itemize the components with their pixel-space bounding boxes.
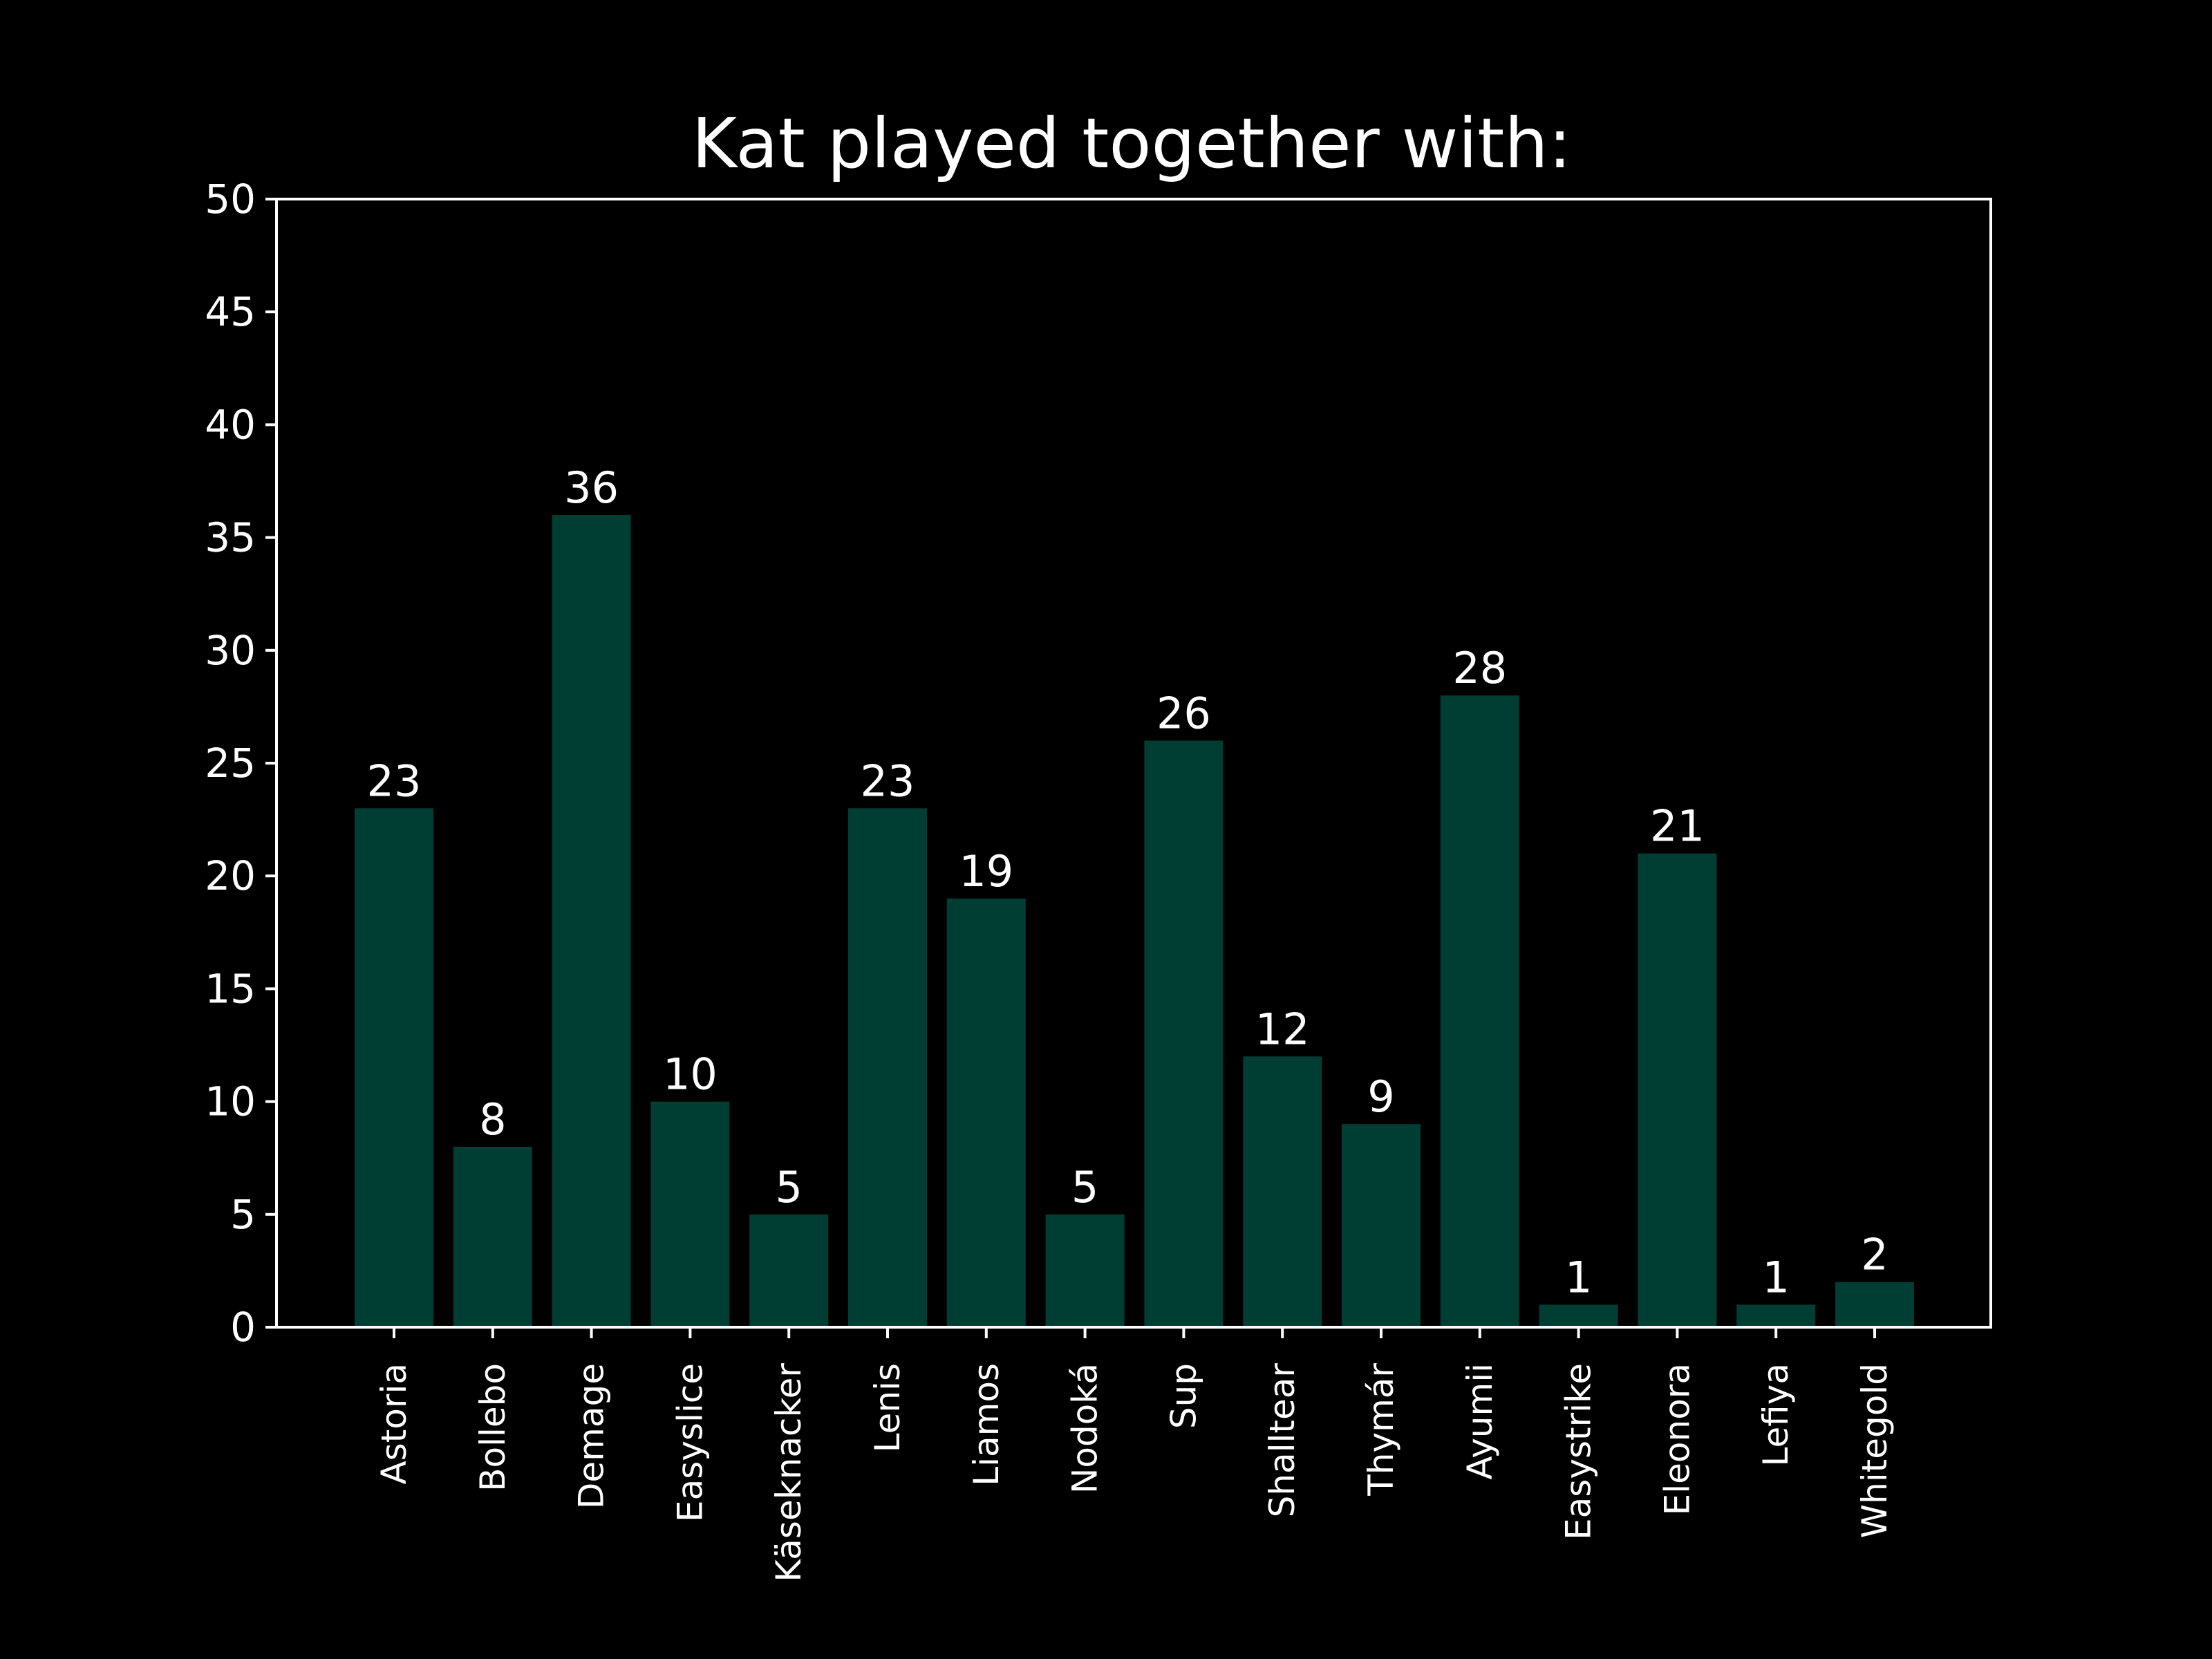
x-tick-label: Sup xyxy=(1163,1363,1203,1429)
bar-käseknacker xyxy=(749,1214,829,1327)
chart-title: Kat played together with: xyxy=(692,103,1572,184)
bar-lenis xyxy=(848,808,927,1327)
bar-eleonora xyxy=(1638,853,1717,1327)
bar-shalltear xyxy=(1243,1056,1322,1327)
x-tick-label: Käseknacker xyxy=(769,1363,809,1582)
data-label: 23 xyxy=(367,756,422,806)
bar-easyslice xyxy=(650,1101,730,1327)
y-tick-label: 15 xyxy=(205,965,256,1012)
y-tick-label: 25 xyxy=(205,740,256,787)
bar-bollebo xyxy=(453,1146,532,1327)
bar-demage xyxy=(552,515,631,1327)
bar-nodoká xyxy=(1045,1214,1125,1327)
bar-liamos xyxy=(946,898,1026,1327)
data-label: 2 xyxy=(1861,1230,1888,1280)
x-tick-label: Thymár xyxy=(1361,1363,1401,1497)
y-tick-label: 10 xyxy=(205,1078,256,1125)
bars-layer xyxy=(355,515,1914,1327)
data-label: 9 xyxy=(1367,1071,1394,1122)
x-tick-label: Bollebo xyxy=(473,1363,513,1492)
axes-frame xyxy=(275,198,1992,1329)
x-tick-label: Eleonora xyxy=(1657,1363,1697,1515)
x-tick-label: Astoria xyxy=(374,1363,414,1485)
x-tick-label: Lefiya xyxy=(1756,1363,1796,1466)
bar-easystrike xyxy=(1539,1304,1618,1327)
data-label: 23 xyxy=(861,756,915,806)
data-label: 8 xyxy=(479,1094,506,1145)
x-tick-label: Liamos xyxy=(966,1363,1006,1486)
bar-ayumii xyxy=(1440,695,1519,1327)
y-tick-label: 45 xyxy=(205,288,256,335)
y-tick-label: 40 xyxy=(205,401,256,448)
bar-sup xyxy=(1144,740,1224,1327)
x-tick-label: Shalltear xyxy=(1262,1363,1302,1518)
data-label: 36 xyxy=(564,462,619,513)
data-label: 1 xyxy=(1565,1252,1592,1302)
data-label: 21 xyxy=(1650,801,1705,852)
x-tick-label: Whitegold xyxy=(1855,1363,1895,1538)
data-label: 5 xyxy=(775,1162,802,1212)
bar-astoria xyxy=(355,808,433,1327)
data-label: 28 xyxy=(1452,643,1507,693)
x-axis: Astoria Bollebo Demage Easyslice Käseknacker… xyxy=(374,1327,1895,1582)
data-label: 12 xyxy=(1255,1004,1310,1054)
y-tick-label: 0 xyxy=(230,1304,256,1351)
data-label: 10 xyxy=(663,1049,718,1100)
bar-whitegold xyxy=(1835,1282,1914,1327)
bar-lefiya xyxy=(1736,1304,1816,1327)
data-label: 26 xyxy=(1156,688,1211,738)
y-tick-label: 5 xyxy=(230,1191,256,1238)
data-label: 1 xyxy=(1762,1252,1789,1302)
x-tick-label: Easystrike xyxy=(1559,1363,1599,1540)
x-tick-label: Nodoká xyxy=(1065,1363,1105,1494)
bar-thymár xyxy=(1342,1124,1421,1327)
data-label: 5 xyxy=(1071,1162,1098,1212)
data-label: 19 xyxy=(959,846,1013,897)
x-tick-label: Lenis xyxy=(868,1363,908,1452)
y-axis: 0 5 10 15 20 25 30 35 40 45 50 xyxy=(205,176,276,1351)
y-tick-label: 35 xyxy=(205,514,256,561)
y-tick-label: 30 xyxy=(205,627,256,674)
x-tick-label: Easyslice xyxy=(670,1363,710,1522)
y-tick-label: 50 xyxy=(205,176,256,223)
x-tick-label: Ayumii xyxy=(1460,1363,1500,1480)
x-tick-label: Demage xyxy=(572,1363,612,1509)
y-tick-label: 20 xyxy=(205,852,256,899)
